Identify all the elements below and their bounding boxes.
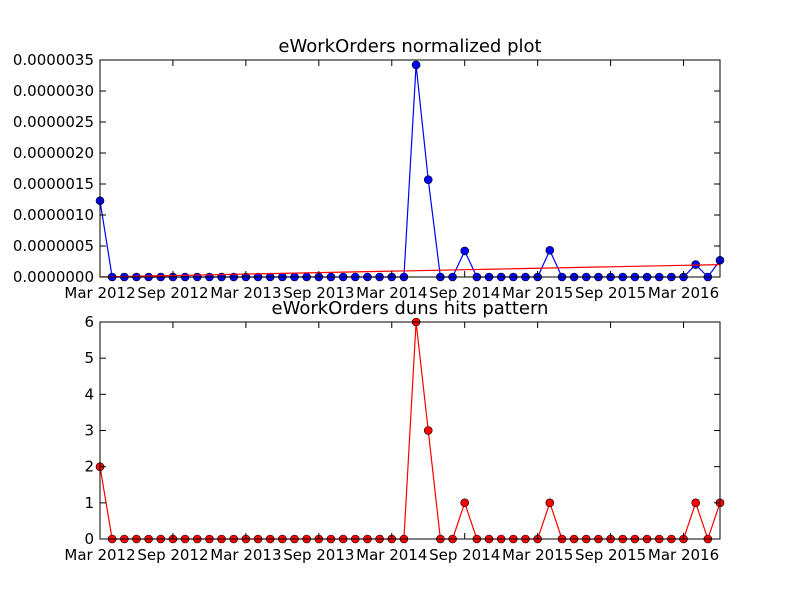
y-tick-label: 5 [84, 349, 94, 367]
x-tick-label: Mar 2012 [64, 284, 135, 302]
chart-title: eWorkOrders duns hits pattern [272, 298, 549, 319]
series-line-1 [99, 264, 721, 278]
normalized-plot: eWorkOrders normalized plot 0.0000000 0.00… [13, 36, 725, 302]
x-tick-label: Sep 2014 [429, 284, 500, 302]
x-tick-label: Sep 2013 [283, 546, 354, 564]
data-point [545, 498, 555, 508]
y-tick-label: 0.0000015 [13, 175, 94, 193]
x-tick-label: Mar 2015 [502, 546, 573, 564]
x-tick-label: Sep 2015 [575, 284, 646, 302]
y-tick-label: 4 [84, 385, 94, 403]
y-tick-label: 0.0000025 [13, 113, 94, 131]
y-tick-label: 2 [84, 458, 94, 476]
duns-hits-plot: eWorkOrders duns hits pattern 0 1 2 3 4 5 6 Mar … [64, 298, 725, 564]
y-tick-label: 3 [84, 422, 94, 440]
x-tick-label: Mar 2014 [356, 546, 427, 564]
y-tick-label: 0.0000020 [13, 144, 94, 162]
y-tick-label: 0.0000010 [13, 206, 94, 224]
x-tick-label: Mar 2016 [648, 546, 719, 564]
data-point [460, 246, 470, 256]
x-tick-label: Sep 2015 [575, 546, 646, 564]
x-tick-label: Sep 2014 [429, 546, 500, 564]
y-tick-label: 0.0000035 [13, 51, 94, 69]
x-tick-label: Mar 2013 [210, 284, 281, 302]
y-tick-label: 0 [84, 530, 94, 548]
x-tick-label: Mar 2016 [648, 284, 719, 302]
chart-title: eWorkOrders normalized plot [278, 36, 541, 57]
data-point [545, 246, 555, 255]
x-tick-label: Sep 2012 [137, 546, 208, 564]
x-tick-label: Sep 2012 [137, 284, 208, 302]
x-tick-label: Mar 2015 [502, 284, 573, 302]
data-point [691, 498, 700, 508]
y-tick-label: 0.0000005 [13, 237, 94, 255]
x-tick-label: Mar 2012 [64, 546, 135, 564]
y-tick-label: 6 [84, 313, 94, 331]
x-tick-label: Sep 2013 [283, 284, 354, 302]
axes-frame [99, 59, 721, 278]
data-point [411, 60, 421, 70]
y-tick-label: 0.0000000 [13, 268, 94, 286]
data-point [460, 498, 470, 508]
data-point [423, 175, 433, 184]
x-tick-label: Mar 2014 [356, 284, 427, 302]
x-tick-label: Mar 2013 [210, 546, 281, 564]
y-tick-label: 1 [84, 494, 94, 512]
y-tick-label: 0.0000030 [13, 82, 94, 100]
data-point [423, 426, 433, 435]
